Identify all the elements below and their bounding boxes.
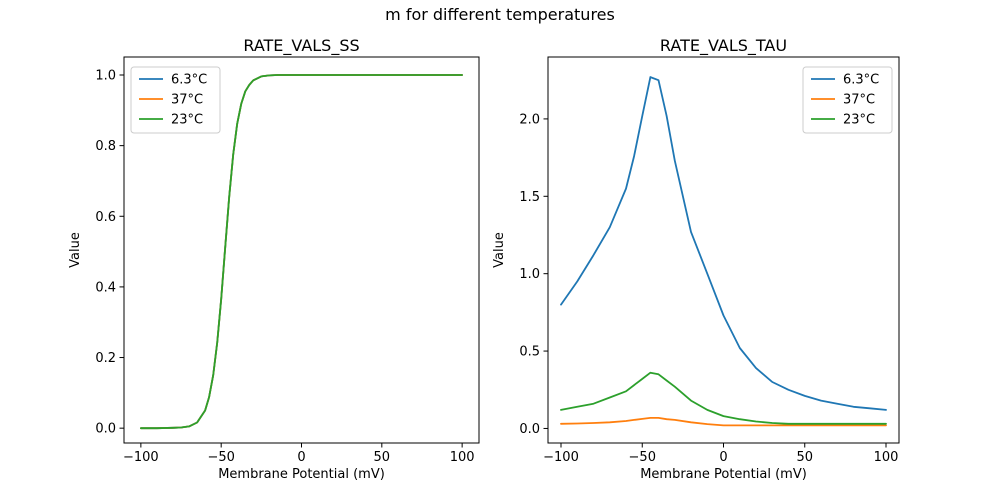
x-tick-label: 0 — [719, 450, 727, 465]
subplot-rate-vals-ss: −100 −50 0 50 100 0.0 0.2 0.4 0.6 0.8 1.0 RATE_VALS… — [68, 36, 480, 482]
series-line-23-c — [560, 371, 887, 425]
x-axis-label: Membrane Potential (mV) — [640, 467, 807, 482]
x-tick-label: −100 — [543, 450, 579, 465]
legend: 6.3°C 37°C 23°C — [130, 66, 221, 134]
legend-item: 23°C — [139, 113, 203, 128]
y-tick-label: 1.5 — [519, 190, 540, 205]
y-tick-label: 0.5 — [519, 345, 540, 360]
y-axis-label: Value — [68, 232, 83, 268]
series-line-23-c — [139, 74, 464, 430]
legend-item: 37°C — [139, 93, 203, 108]
y-tick-label: 0.2 — [95, 351, 116, 366]
legend-label: 23°C — [843, 113, 875, 128]
legend-item: 6.3°C — [811, 73, 879, 88]
x-axis-label: Membrane Potential (mV) — [218, 467, 385, 482]
legend-frame — [802, 66, 893, 134]
x-tick-label: −50 — [207, 450, 234, 465]
y-tick-label: 0.4 — [95, 280, 116, 295]
y-tick-label: 0.6 — [95, 210, 116, 225]
x-tick-label: 0 — [297, 450, 305, 465]
legend-item: 37°C — [811, 93, 875, 108]
legend-item: 23°C — [811, 113, 875, 128]
x-tick-label: 100 — [874, 450, 899, 465]
y-tick-label: 0.0 — [95, 422, 116, 437]
y-tick-label: 2.0 — [519, 112, 540, 127]
legend-label: 37°C — [171, 93, 203, 108]
legend-label: 6.3°C — [843, 73, 879, 88]
y-tick-label: 1.0 — [95, 69, 116, 84]
x-tick-label: 100 — [450, 450, 475, 465]
series-line-6-3-c — [560, 76, 887, 411]
y-tick-label: 0.0 — [519, 422, 540, 437]
subplot-title: RATE_VALS_SS — [243, 36, 359, 56]
x-tick-label: −100 — [123, 450, 159, 465]
legend-label: 37°C — [843, 93, 875, 108]
y-axis-label: Value — [492, 232, 507, 268]
legend: 6.3°C 37°C 23°C — [802, 66, 893, 134]
legend-label: 23°C — [171, 113, 203, 128]
subplot-title: RATE_VALS_TAU — [660, 36, 787, 56]
x-tick-label: 50 — [796, 450, 813, 465]
subplot-rate-vals-tau: −100 −50 0 50 100 0.0 0.5 1.0 1.5 2.0 RATE_VALS_TA… — [492, 36, 900, 482]
legend-item: 6.3°C — [139, 73, 207, 88]
legend-label: 6.3°C — [171, 73, 207, 88]
y-tick-label: 0.8 — [95, 139, 116, 154]
figure-title: m for different temperatures — [385, 5, 615, 24]
legend-frame — [130, 66, 221, 134]
x-tick-label: 50 — [374, 450, 391, 465]
y-tick-label: 1.0 — [519, 267, 540, 282]
series-line-37-c — [560, 416, 887, 427]
x-tick-label: −50 — [629, 450, 656, 465]
